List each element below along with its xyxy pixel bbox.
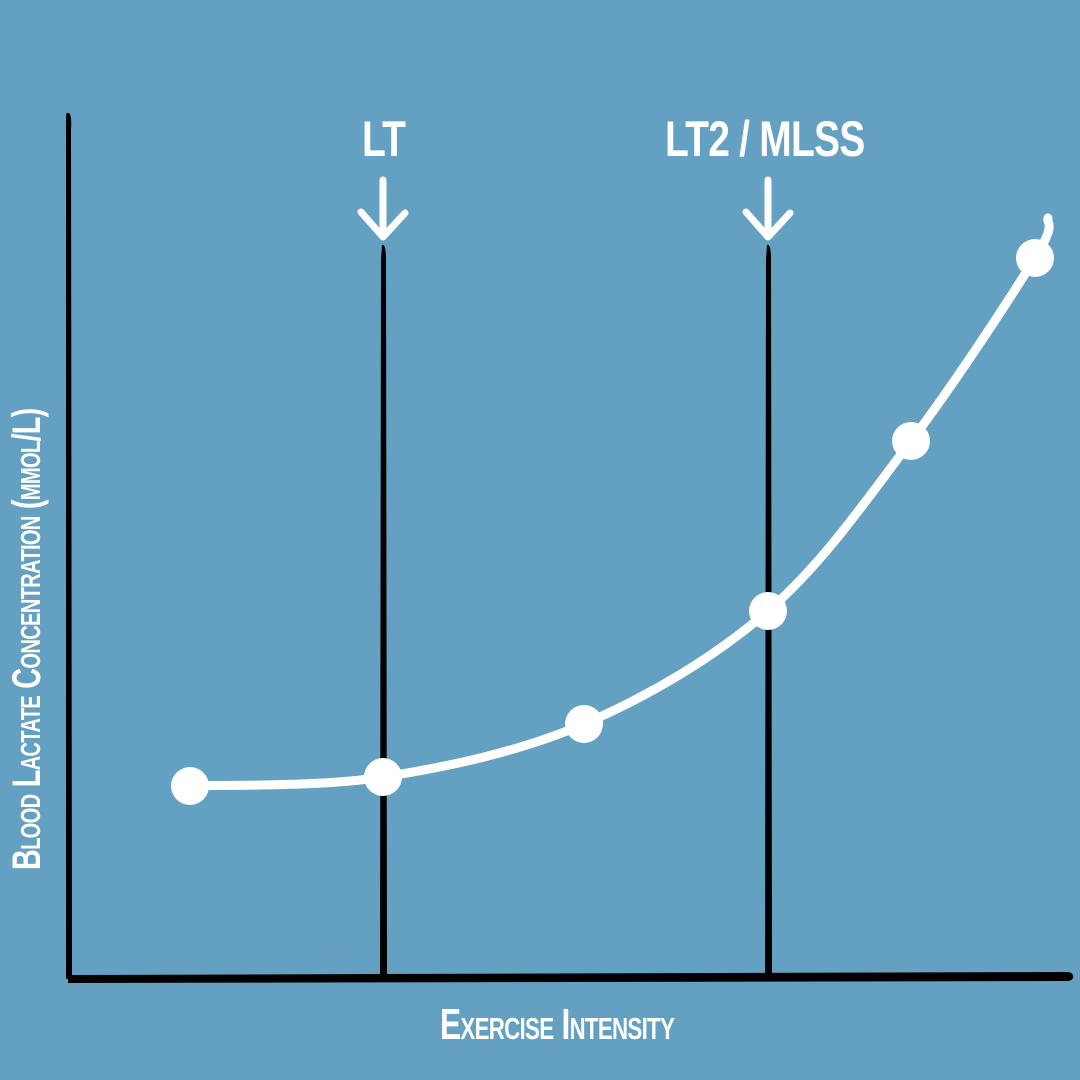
down-arrow-icon <box>357 176 409 241</box>
data-point <box>171 767 209 805</box>
y-axis-label: Blood Lactate Concentration (mmol/L) <box>5 408 49 870</box>
lactate-curve <box>185 213 1054 791</box>
axes <box>66 112 1074 983</box>
data-point <box>364 758 402 796</box>
data-point <box>749 592 787 630</box>
threshold-lines <box>380 244 772 979</box>
threshold-arrows <box>357 176 794 241</box>
data-point <box>892 422 930 460</box>
lt2-mlss-marker-label: LT2 / MLSS <box>665 111 865 167</box>
y-axis <box>66 112 72 980</box>
x-axis <box>68 972 1074 983</box>
data-point <box>565 705 603 743</box>
lt-marker-label: LT <box>362 111 406 167</box>
x-axis-label: Exercise Intensity <box>440 1000 675 1049</box>
data-points <box>171 239 1054 805</box>
down-arrow-icon <box>742 176 794 241</box>
data-point <box>1016 239 1054 277</box>
threshold-line <box>380 244 387 979</box>
